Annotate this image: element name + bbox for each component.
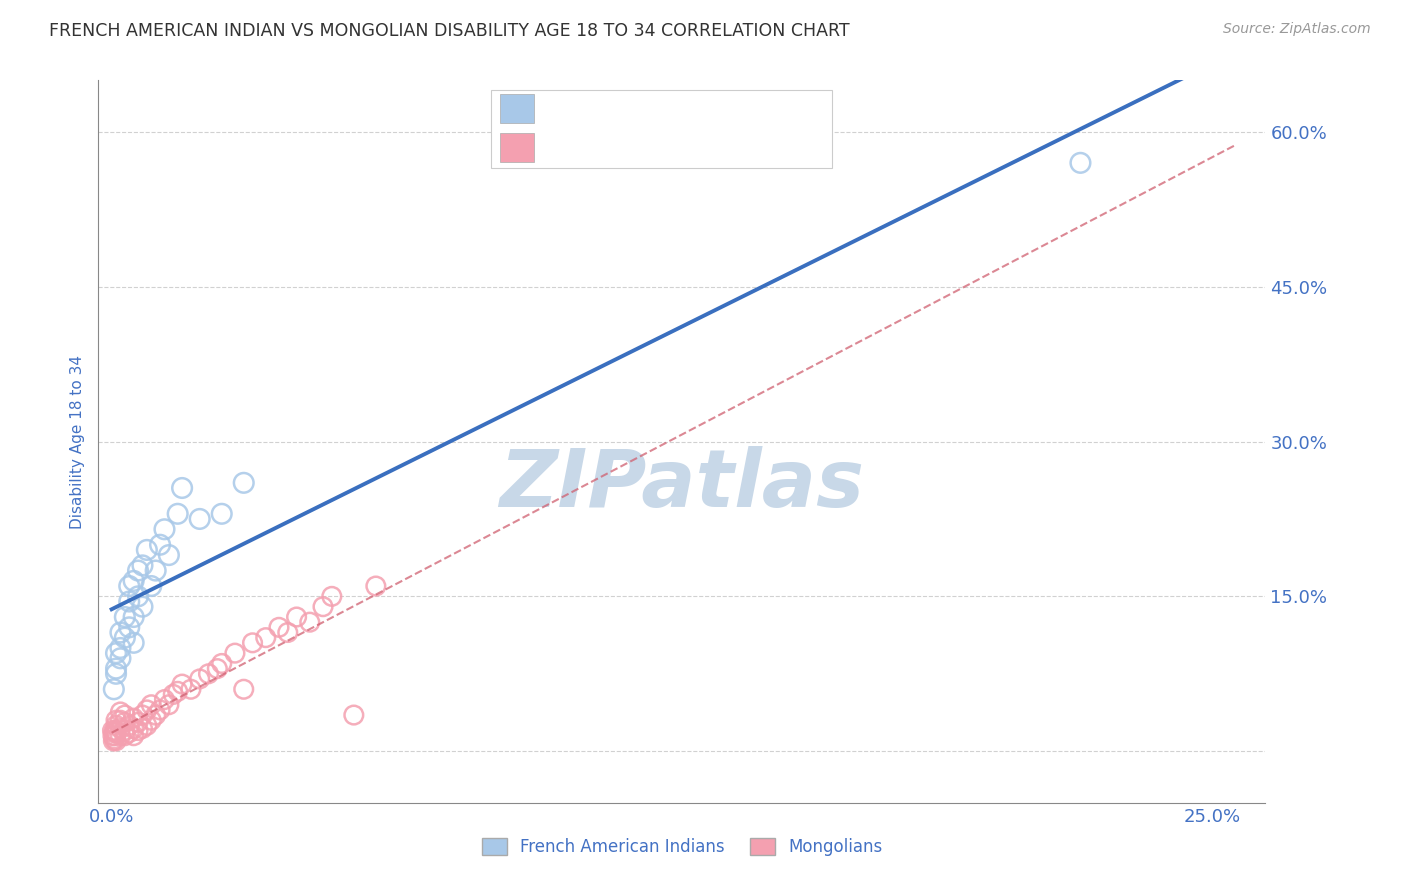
Point — [285, 610, 308, 624]
Point — [105, 666, 128, 681]
Point — [104, 729, 127, 743]
Point — [145, 708, 167, 723]
Point — [135, 703, 157, 717]
Point — [110, 705, 132, 719]
Point — [118, 725, 141, 739]
Point — [224, 646, 246, 660]
Point — [135, 542, 157, 557]
Point — [298, 615, 321, 630]
Point — [110, 722, 132, 736]
Point — [145, 564, 167, 578]
Point — [197, 666, 219, 681]
Text: FRENCH AMERICAN INDIAN VS MONGOLIAN DISABILITY AGE 18 TO 34 CORRELATION CHART: FRENCH AMERICAN INDIAN VS MONGOLIAN DISA… — [49, 22, 849, 40]
Legend: French American Indians, Mongolians: French American Indians, Mongolians — [475, 831, 889, 863]
Point — [254, 631, 277, 645]
Point — [110, 729, 132, 743]
Point — [101, 723, 124, 738]
Point — [188, 512, 211, 526]
Point — [321, 590, 343, 604]
Point — [105, 662, 128, 676]
Point — [118, 579, 141, 593]
Point — [101, 729, 124, 743]
Point — [232, 475, 254, 490]
Point — [122, 722, 145, 736]
Text: Source: ZipAtlas.com: Source: ZipAtlas.com — [1223, 22, 1371, 37]
Point — [114, 610, 136, 624]
Point — [172, 677, 194, 691]
Point — [105, 713, 128, 727]
Point — [211, 657, 233, 671]
Point — [103, 734, 125, 748]
Point — [105, 646, 128, 660]
Point — [207, 662, 229, 676]
Point — [114, 715, 136, 730]
Point — [141, 579, 163, 593]
Point — [114, 723, 136, 738]
Point — [118, 718, 141, 732]
Point — [135, 718, 157, 732]
Point — [105, 725, 128, 739]
Point — [110, 640, 132, 655]
Point — [127, 564, 149, 578]
Point — [364, 579, 387, 593]
Point — [172, 481, 194, 495]
Point — [122, 729, 145, 743]
Point — [127, 590, 149, 604]
Point — [122, 711, 145, 725]
Point — [162, 687, 184, 701]
Point — [105, 718, 128, 732]
Point — [180, 682, 202, 697]
Point — [149, 703, 172, 717]
Point — [118, 594, 141, 608]
Point — [131, 558, 153, 573]
Point — [153, 692, 176, 706]
Point — [141, 713, 163, 727]
Point — [211, 507, 233, 521]
Point — [114, 631, 136, 645]
Point — [110, 625, 132, 640]
Text: ZIPatlas: ZIPatlas — [499, 446, 865, 524]
Y-axis label: Disability Age 18 to 34: Disability Age 18 to 34 — [70, 354, 86, 529]
Point — [110, 713, 132, 727]
Point — [103, 682, 125, 697]
Point — [312, 599, 335, 614]
Point — [141, 698, 163, 712]
Point — [131, 599, 153, 614]
Point — [114, 708, 136, 723]
Point — [157, 548, 180, 562]
Point — [277, 625, 299, 640]
Point — [122, 574, 145, 588]
Point — [122, 636, 145, 650]
Point — [103, 731, 125, 746]
Point — [110, 651, 132, 665]
Point — [122, 610, 145, 624]
Point — [149, 538, 172, 552]
Point — [104, 723, 127, 738]
Point — [343, 708, 366, 723]
Point — [131, 708, 153, 723]
Point — [127, 723, 149, 738]
Point — [267, 620, 290, 634]
Point — [232, 682, 254, 697]
Point — [105, 734, 128, 748]
Point — [153, 522, 176, 536]
Point — [166, 684, 188, 698]
Point — [131, 722, 153, 736]
Point — [1069, 156, 1091, 170]
Point — [157, 698, 180, 712]
Point — [127, 715, 149, 730]
Point — [118, 620, 141, 634]
Point — [166, 507, 188, 521]
Point — [242, 636, 264, 650]
Point — [114, 729, 136, 743]
Point — [188, 672, 211, 686]
Point — [103, 725, 125, 739]
